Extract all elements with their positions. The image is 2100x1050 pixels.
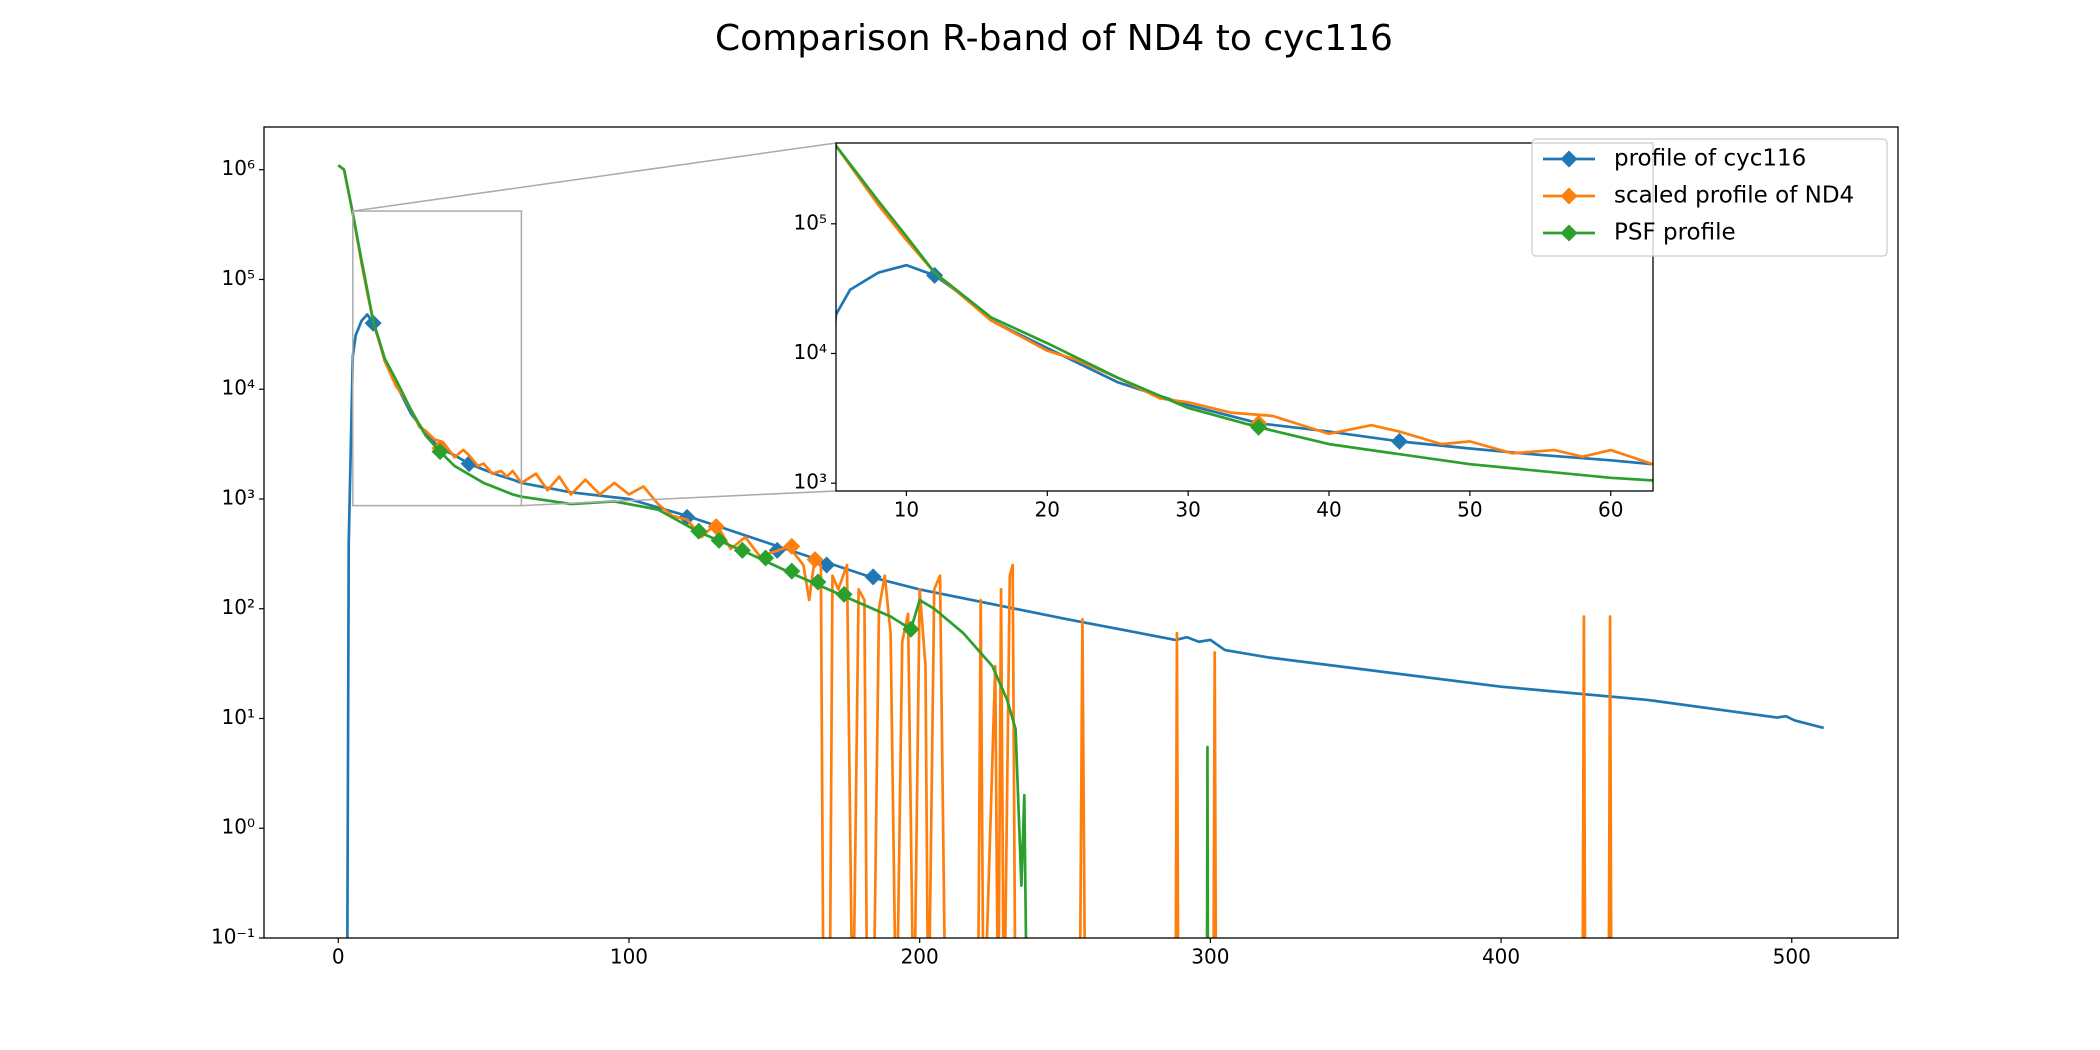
y-tick-label: 10⁴ (794, 340, 827, 364)
x-tick-label: 30 (1175, 498, 1200, 522)
marker (783, 537, 801, 555)
series-line (836, 143, 1653, 482)
y-tick-label: 10⁰ (222, 815, 255, 839)
legend-label: PSF profile (1614, 220, 1736, 246)
legend-box (1531, 138, 1888, 257)
x-tick-label: 10 (894, 498, 919, 522)
marker (757, 549, 775, 567)
legend-label: profile of cyc116 (1614, 146, 1806, 172)
series-line (836, 263, 1653, 466)
marker (690, 522, 708, 540)
marker (678, 508, 696, 526)
y-tick-label: 10⁵ (794, 210, 827, 234)
chart-title: Comparison R-band of ND4 to cyc116 (715, 18, 1393, 59)
legend-marker (1560, 187, 1578, 205)
y-tick-label: 10⁶ (222, 156, 255, 180)
x-tick-label: 100 (610, 945, 648, 969)
marker (806, 551, 824, 569)
series-line (836, 143, 1653, 466)
y-tick-label: 10⁵ (222, 266, 255, 290)
y-tick-label: 10² (222, 595, 255, 619)
marker (710, 531, 728, 549)
x-tick-label: 40 (1316, 498, 1341, 522)
x-tick-label: 400 (1482, 945, 1520, 969)
marker (809, 573, 827, 591)
marker (864, 568, 882, 586)
x-tick-label: 500 (1773, 945, 1811, 969)
zoom-connector (352, 142, 837, 212)
zoom-box (352, 210, 523, 507)
marker (431, 443, 449, 461)
series-line (1205, 745, 1210, 938)
legend-label: scaled profile of ND4 (1614, 183, 1854, 209)
x-tick-label: 200 (901, 945, 939, 969)
x-tick-label: 60 (1598, 498, 1623, 522)
zoom-connector (521, 490, 837, 507)
x-tick-label: 0 (332, 945, 345, 969)
marker (733, 541, 751, 559)
y-tick-label: 10⁻¹ (211, 925, 255, 949)
x-tick-label: 20 (1035, 498, 1060, 522)
marker (818, 556, 836, 574)
legend-marker (1560, 224, 1578, 242)
plot-area (836, 143, 1653, 482)
y-tick-label: 10³ (794, 470, 827, 494)
marker (835, 585, 853, 603)
marker (902, 620, 920, 638)
marker (926, 266, 944, 284)
x-tick-label: 50 (1457, 498, 1482, 522)
y-tick-label: 10⁴ (222, 376, 255, 400)
marker (1250, 418, 1268, 436)
axes-frame (263, 126, 1899, 939)
legend-marker (1560, 150, 1578, 168)
axes-frame (835, 142, 1654, 492)
y-tick-label: 10¹ (222, 705, 255, 729)
x-tick-label: 300 (1191, 945, 1229, 969)
marker (707, 518, 725, 536)
marker (1390, 432, 1408, 450)
marker (783, 562, 801, 580)
y-tick-label: 10³ (222, 485, 255, 509)
plot-background (836, 143, 1653, 491)
